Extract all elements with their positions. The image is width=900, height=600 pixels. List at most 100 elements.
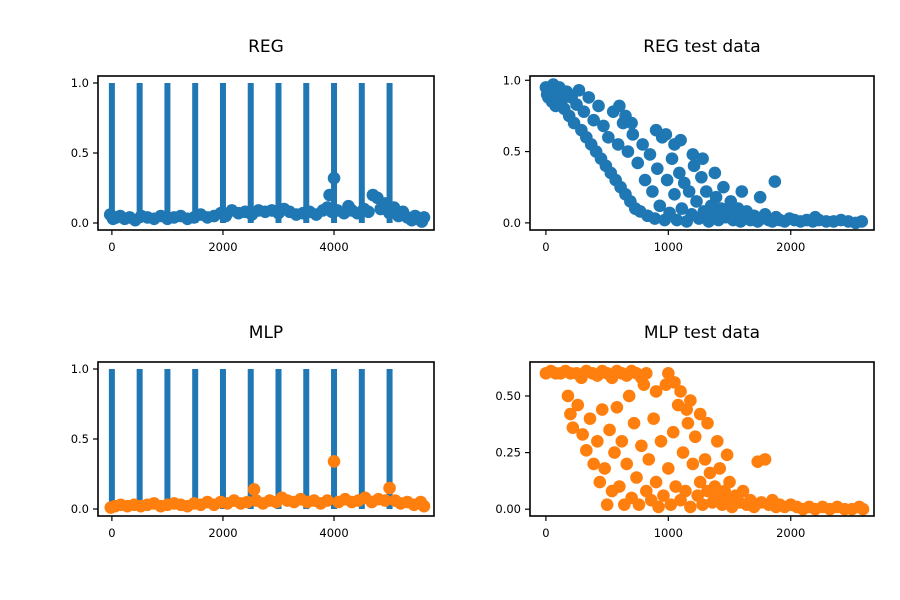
scatter-point xyxy=(417,211,431,224)
scatter-point xyxy=(720,448,734,462)
scatter-point xyxy=(693,407,707,421)
subplot-reg-test-data: 0 1000 2000 0.0 0.5 1.0 REG test data xyxy=(503,37,875,254)
scatter-point xyxy=(632,498,646,511)
scatter-point xyxy=(711,434,724,448)
scatter-point xyxy=(736,484,750,498)
scatter-point xyxy=(649,123,663,137)
scatter-point xyxy=(648,212,662,225)
scatter-point xyxy=(651,162,664,175)
x-tick-label: 4000 xyxy=(319,526,348,540)
scatter-point xyxy=(682,185,696,198)
scatter-point xyxy=(592,99,605,113)
scatter-point xyxy=(571,398,585,412)
scatter-point xyxy=(709,190,723,204)
subplot-title: MLP test data xyxy=(644,323,760,343)
scatter-point xyxy=(654,434,668,448)
scatter-point xyxy=(666,425,680,439)
scatter-point xyxy=(708,480,722,493)
scatter-point xyxy=(693,475,707,489)
scatter-point xyxy=(670,213,684,227)
scatter-point xyxy=(808,210,822,224)
scatter-point xyxy=(659,128,673,141)
y-tick-label: 1.0 xyxy=(71,76,89,90)
plot-area xyxy=(539,78,869,230)
scatter-point xyxy=(580,444,593,457)
scatter-point xyxy=(583,412,597,425)
scatter-point xyxy=(642,453,656,466)
scatter-point xyxy=(600,498,614,511)
scatter-point xyxy=(638,173,652,187)
scatter-point xyxy=(674,385,687,398)
scatter-point xyxy=(591,434,604,448)
subplot-mlp-test-data: 0 1000 2000 0.00 0.25 0.50 MLP test data xyxy=(495,323,875,540)
scatter-point xyxy=(621,145,635,158)
scatter-point xyxy=(327,455,341,468)
scatter-point xyxy=(660,173,674,187)
scatter-point xyxy=(417,499,431,513)
x-tick-label: 2000 xyxy=(208,240,237,254)
scatter-point xyxy=(649,385,663,398)
scatter-point xyxy=(630,471,643,484)
scatter-point xyxy=(668,188,681,201)
scatter-point xyxy=(690,195,703,208)
scatter-point xyxy=(602,131,615,144)
y-tick-label: 0.25 xyxy=(495,446,521,460)
scatter-point xyxy=(676,446,690,459)
scatter-point xyxy=(680,403,693,416)
x-tick-label: 0 xyxy=(108,240,115,254)
scatter-point xyxy=(598,462,611,475)
scatter-point xyxy=(620,457,634,471)
scatter-point xyxy=(635,439,648,453)
plot-area xyxy=(104,369,431,514)
scatter-point xyxy=(597,119,610,133)
scatter-point xyxy=(572,83,586,97)
scatter-point xyxy=(610,400,624,414)
scatter-point xyxy=(674,133,687,147)
x-tick-label: 0 xyxy=(542,526,549,540)
scatter-point xyxy=(735,185,749,198)
subplot-title: REG xyxy=(248,37,284,57)
scatter-point xyxy=(561,389,575,403)
scatter-point xyxy=(703,466,717,480)
scatter-point xyxy=(686,457,700,471)
scatter-point xyxy=(639,367,653,380)
scatter-point xyxy=(681,416,695,430)
scatter-point xyxy=(643,148,657,161)
scatter-point xyxy=(362,205,375,219)
scatter-point xyxy=(327,171,341,185)
scatter-point xyxy=(688,430,702,444)
scatter-point xyxy=(323,188,336,202)
scatter-point xyxy=(615,434,629,448)
scatter-point xyxy=(576,428,589,441)
scatter-point xyxy=(673,166,686,180)
scatter-point xyxy=(695,170,708,184)
scatter-point xyxy=(649,475,663,489)
x-tick-label: 2000 xyxy=(776,240,805,254)
scatter-point xyxy=(625,116,638,130)
x-tick-label: 1000 xyxy=(654,240,683,254)
scatter-point xyxy=(701,416,714,430)
y-tick-label: 0.0 xyxy=(71,502,89,516)
x-tick-label: 0 xyxy=(108,526,115,540)
subplot-title: MLP xyxy=(249,323,283,343)
scatter-point xyxy=(566,421,580,434)
y-tick-label: 0.0 xyxy=(71,216,89,230)
axes-frame xyxy=(529,75,875,231)
scatter-point xyxy=(622,389,636,403)
scatter-point xyxy=(652,500,665,514)
scatter-point xyxy=(855,215,869,228)
x-tick-label: 0 xyxy=(542,240,549,254)
scatter-point xyxy=(713,462,727,475)
scatter-point xyxy=(708,166,722,180)
scatter-point xyxy=(686,148,700,161)
scatter-point xyxy=(699,185,713,198)
subplot-title: REG test data xyxy=(643,37,760,57)
scatter-point xyxy=(662,367,675,380)
y-tick-label: 0.5 xyxy=(71,146,89,160)
scatter-point xyxy=(383,481,396,495)
y-tick-label: 0.0 xyxy=(503,216,521,230)
y-tick-label: 0.5 xyxy=(71,432,89,446)
scatter-point xyxy=(626,128,640,141)
scatter-point xyxy=(753,190,767,204)
scatter-point xyxy=(627,416,641,430)
